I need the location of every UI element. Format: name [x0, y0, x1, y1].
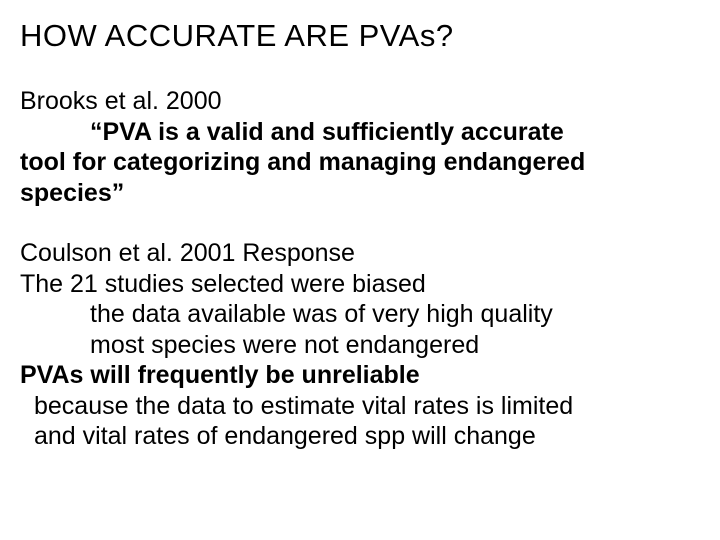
coulson-line2: PVAs will frequently be unreliable — [20, 360, 700, 391]
coulson-sub2: most species were not endangered — [20, 330, 700, 361]
coulson-sub4: and vital rates of endangered spp will c… — [20, 421, 700, 452]
slide-body: Brooks et al. 2000 “PVA is a valid and s… — [20, 86, 700, 452]
brooks-quote-line3: species” — [20, 178, 700, 209]
brooks-quote-line2: tool for categorizing and managing endan… — [20, 147, 700, 178]
brooks-citation: Brooks et al. 2000 — [20, 86, 700, 117]
coulson-line1: The 21 studies selected were biased — [20, 269, 700, 300]
spacer — [20, 208, 700, 238]
brooks-quote-line1: “PVA is a valid and sufficiently accurat… — [20, 117, 700, 148]
coulson-sub1: the data available was of very high qual… — [20, 299, 700, 330]
coulson-sub3: because the data to estimate vital rates… — [20, 391, 700, 422]
coulson-citation: Coulson et al. 2001 Response — [20, 238, 700, 269]
slide: HOW ACCURATE ARE PVAs? Brooks et al. 200… — [0, 0, 720, 540]
slide-title: HOW ACCURATE ARE PVAs? — [20, 18, 700, 54]
